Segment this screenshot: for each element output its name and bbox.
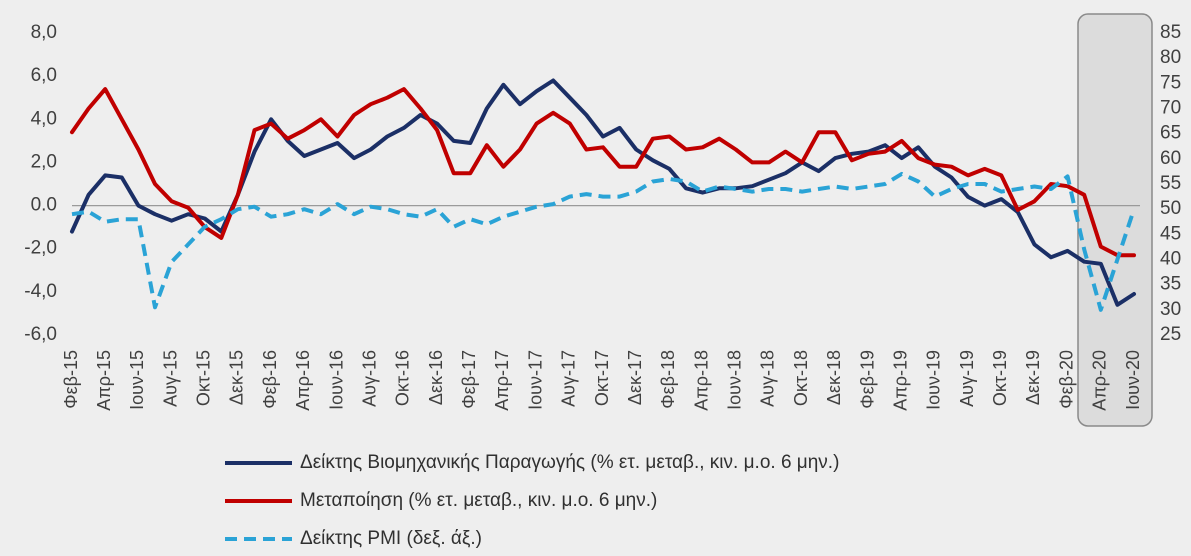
legend-label: Δείκτης PMI (δεξ. άξ.): [300, 528, 482, 549]
x-tick-label: Αυγ-18: [758, 350, 778, 407]
x-tick-label: Ιουν-15: [127, 350, 147, 410]
x-tick-label: Οκτ-19: [990, 350, 1010, 406]
x-tick-label: Φεβ-16: [260, 350, 280, 409]
x-tick-label: Δεκ-15: [227, 350, 247, 405]
x-tick-label: Οκτ-16: [393, 350, 413, 406]
x-tick-label: Δεκ-17: [625, 350, 645, 405]
x-tick-label: Ιουν-19: [924, 350, 944, 410]
x-tick-label: Οκτ-15: [194, 350, 214, 406]
x-tick-label: Δεκ-18: [824, 350, 844, 405]
y2-tick-label: 60: [1160, 148, 1181, 169]
x-tick-label: Φεβ-20: [1056, 350, 1076, 409]
y-tick-label: 8,0: [31, 22, 57, 43]
x-tick-label: Ιουν-18: [725, 350, 745, 410]
x-tick-label: Οκτ-17: [592, 350, 612, 406]
y-tick-label: -6,0: [24, 324, 57, 345]
x-tick-label: Ιουν-20: [1123, 350, 1143, 410]
x-tick-label: Δεκ-16: [426, 350, 446, 405]
x-tick-label: Απρ-16: [293, 350, 313, 411]
x-tick-label: Αυγ-16: [359, 350, 379, 407]
x-tick-label: Αυγ-15: [160, 350, 180, 407]
x-tick-label: Δεκ-19: [1023, 350, 1043, 405]
series-line: [70, 78, 1136, 307]
x-tick-label: Απρ-18: [691, 350, 711, 411]
y2-tick-label: 85: [1160, 22, 1181, 43]
x-tick-label: Φεβ-18: [658, 350, 678, 409]
x-tick-label: Αυγ-17: [559, 350, 579, 407]
x-tick-label: Ιουν-17: [525, 350, 545, 410]
y2-tick-label: 50: [1160, 198, 1181, 219]
x-tick-label: Ιουν-16: [326, 350, 346, 410]
y2-tick-label: 75: [1160, 72, 1181, 93]
y2-tick-label: 30: [1160, 299, 1181, 320]
x-tick-label: Απρ-15: [94, 350, 114, 411]
series-line: [70, 87, 1136, 258]
y2-tick-label: 80: [1160, 47, 1181, 68]
x-tick-label: Απρ-19: [890, 350, 910, 411]
y-tick-label: 4,0: [31, 108, 57, 129]
x-tick-label: Οκτ-18: [791, 350, 811, 406]
y-tick-label: 2,0: [31, 151, 57, 172]
y2-tick-label: 35: [1160, 274, 1181, 295]
y2-tick-label: 65: [1160, 123, 1181, 144]
y2-tick-label: 55: [1160, 173, 1181, 194]
legend-label: Μεταποίηση (% ετ. μεταβ., κιν. μ.ο. 6 μη…: [300, 490, 657, 511]
y-tick-label: -2,0: [24, 238, 57, 259]
y-tick-label: -4,0: [24, 281, 57, 302]
y2-tick-label: 40: [1160, 249, 1181, 270]
legend-label: Δείκτης Βιομηχανικής Παραγωγής (% ετ. με…: [300, 452, 839, 473]
x-tick-label: Φεβ-15: [61, 350, 81, 409]
y2-tick-label: 70: [1160, 98, 1181, 119]
y2-tick-label: 45: [1160, 223, 1181, 244]
y2-tick-label: 25: [1160, 324, 1181, 345]
y-tick-label: 6,0: [31, 65, 57, 86]
x-tick-label: Φεβ-19: [857, 350, 877, 409]
x-tick-label: Απρ-20: [1090, 350, 1110, 411]
x-tick-label: Αυγ-19: [957, 350, 977, 407]
x-tick-label: Φεβ-17: [459, 350, 479, 409]
y-tick-label: 0.0: [31, 195, 57, 216]
x-tick-label: Απρ-17: [492, 350, 512, 411]
series-line: [71, 171, 1136, 312]
